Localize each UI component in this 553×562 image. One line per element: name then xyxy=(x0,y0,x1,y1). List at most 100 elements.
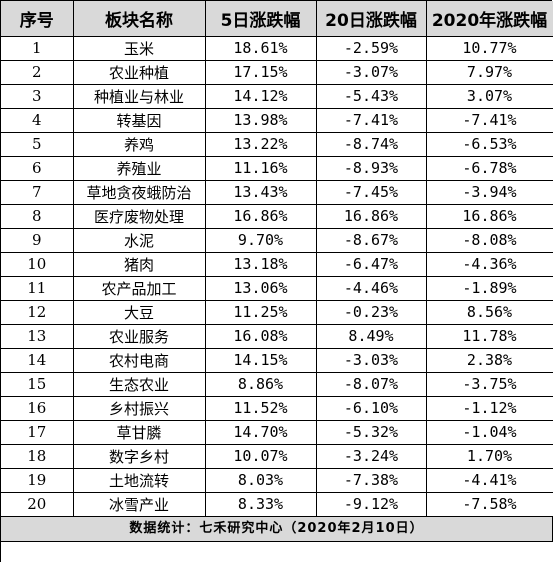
cell-5day-change[interactable]: 16.86% xyxy=(205,204,317,229)
cell-5day-change[interactable]: 11.16% xyxy=(205,156,317,181)
cell-5day-change[interactable]: 13.18% xyxy=(205,252,317,277)
cell-5day-change[interactable]: 13.98% xyxy=(205,108,317,133)
cell-sector-name[interactable]: 玉米 xyxy=(73,36,206,61)
cell-5day-change[interactable]: 13.43% xyxy=(205,180,317,205)
cell-sector-name[interactable]: 农产品加工 xyxy=(73,276,206,301)
cell-index[interactable]: 14 xyxy=(1,348,74,373)
cell-2020-change[interactable]: -7.41% xyxy=(426,108,553,133)
cell-20day-change[interactable]: -7.41% xyxy=(316,108,427,133)
cell-index[interactable]: 10 xyxy=(1,252,74,277)
cell-5day-change[interactable]: 11.52% xyxy=(205,396,317,421)
cell-20day-change[interactable]: -8.74% xyxy=(316,132,427,157)
cell-2020-change[interactable]: -3.94% xyxy=(426,180,553,205)
cell-index[interactable]: 13 xyxy=(1,324,74,349)
cell-sector-name[interactable]: 医疗废物处理 xyxy=(73,204,206,229)
cell-sector-name[interactable]: 冰雪产业 xyxy=(73,492,206,517)
cell-5day-change[interactable]: 8.33% xyxy=(205,492,317,517)
cell-sector-name[interactable]: 转基因 xyxy=(73,108,206,133)
cell-index[interactable]: 5 xyxy=(1,132,74,157)
cell-index[interactable]: 7 xyxy=(1,180,74,205)
cell-index[interactable]: 17 xyxy=(1,420,74,445)
cell-sector-name[interactable]: 养殖业 xyxy=(73,156,206,181)
cell-2020-change[interactable]: 8.56% xyxy=(426,300,553,325)
cell-2020-change[interactable]: -8.08% xyxy=(426,228,553,253)
cell-sector-name[interactable]: 种植业与林业 xyxy=(73,84,206,109)
cell-5day-change[interactable]: 14.70% xyxy=(205,420,317,445)
cell-5day-change[interactable]: 17.15% xyxy=(205,60,317,85)
cell-index[interactable]: 6 xyxy=(1,156,74,181)
cell-2020-change[interactable]: 7.97% xyxy=(426,60,553,85)
cell-sector-name[interactable]: 农业服务 xyxy=(73,324,206,349)
cell-20day-change[interactable]: -8.67% xyxy=(316,228,427,253)
cell-2020-change[interactable]: -3.75% xyxy=(426,372,553,397)
cell-20day-change[interactable]: -6.10% xyxy=(316,396,427,421)
cell-2020-change[interactable]: -6.53% xyxy=(426,132,553,157)
cell-20day-change[interactable]: -3.24% xyxy=(316,444,427,469)
cell-index[interactable]: 19 xyxy=(1,468,74,493)
cell-20day-change[interactable]: -4.46% xyxy=(316,276,427,301)
cell-index[interactable]: 8 xyxy=(1,204,74,229)
cell-2020-change[interactable]: -4.41% xyxy=(426,468,553,493)
cell-sector-name[interactable]: 农业种植 xyxy=(73,60,206,85)
cell-sector-name[interactable]: 草地贪夜蛾防治 xyxy=(73,180,206,205)
cell-index[interactable]: 9 xyxy=(1,228,74,253)
cell-index[interactable]: 1 xyxy=(1,36,74,61)
cell-2020-change[interactable]: -1.04% xyxy=(426,420,553,445)
cell-2020-change[interactable]: -1.12% xyxy=(426,396,553,421)
cell-20day-change[interactable]: 8.49% xyxy=(316,324,427,349)
cell-sector-name[interactable]: 大豆 xyxy=(73,300,206,325)
cell-5day-change[interactable]: 8.03% xyxy=(205,468,317,493)
cell-20day-change[interactable]: -9.12% xyxy=(316,492,427,517)
cell-5day-change[interactable]: 14.15% xyxy=(205,348,317,373)
cell-5day-change[interactable]: 14.12% xyxy=(205,84,317,109)
cell-5day-change[interactable]: 16.08% xyxy=(205,324,317,349)
cell-20day-change[interactable]: -7.38% xyxy=(316,468,427,493)
header-cell-index[interactable]: 序号 xyxy=(1,1,74,37)
cell-index[interactable]: 3 xyxy=(1,84,74,109)
cell-5day-change[interactable]: 13.06% xyxy=(205,276,317,301)
cell-20day-change[interactable]: -0.23% xyxy=(316,300,427,325)
cell-2020-change[interactable]: 2.38% xyxy=(426,348,553,373)
cell-20day-change[interactable]: -8.07% xyxy=(316,372,427,397)
cell-5day-change[interactable]: 11.25% xyxy=(205,300,317,325)
cell-sector-name[interactable]: 农村电商 xyxy=(73,348,206,373)
cell-2020-change[interactable]: 10.77% xyxy=(426,36,553,61)
cell-2020-change[interactable]: -1.89% xyxy=(426,276,553,301)
cell-index[interactable]: 18 xyxy=(1,444,74,469)
cell-20day-change[interactable]: -5.32% xyxy=(316,420,427,445)
cell-sector-name[interactable]: 草甘膦 xyxy=(73,420,206,445)
cell-index[interactable]: 16 xyxy=(1,396,74,421)
cell-20day-change[interactable]: 16.86% xyxy=(316,204,427,229)
cell-5day-change[interactable]: 18.61% xyxy=(205,36,317,61)
header-cell-sector-name[interactable]: 板块名称 xyxy=(73,1,206,37)
cell-20day-change[interactable]: -3.03% xyxy=(316,348,427,373)
cell-20day-change[interactable]: -5.43% xyxy=(316,84,427,109)
cell-20day-change[interactable]: -3.07% xyxy=(316,60,427,85)
cell-sector-name[interactable]: 土地流转 xyxy=(73,468,206,493)
cell-2020-change[interactable]: 1.70% xyxy=(426,444,553,469)
cell-2020-change[interactable]: 16.86% xyxy=(426,204,553,229)
cell-sector-name[interactable]: 猪肉 xyxy=(73,252,206,277)
cell-sector-name[interactable]: 乡村振兴 xyxy=(73,396,206,421)
cell-index[interactable]: 2 xyxy=(1,60,74,85)
cell-2020-change[interactable]: 11.78% xyxy=(426,324,553,349)
header-cell-5day-change[interactable]: 5日涨跌幅 xyxy=(205,1,317,37)
cell-20day-change[interactable]: -8.93% xyxy=(316,156,427,181)
cell-2020-change[interactable]: 3.07% xyxy=(426,84,553,109)
cell-index[interactable]: 11 xyxy=(1,276,74,301)
header-cell-20day-change[interactable]: 20日涨跌幅 xyxy=(316,1,427,37)
cell-sector-name[interactable]: 养鸡 xyxy=(73,132,206,157)
cell-20day-change[interactable]: -7.45% xyxy=(316,180,427,205)
cell-20day-change[interactable]: -6.47% xyxy=(316,252,427,277)
cell-sector-name[interactable]: 数字乡村 xyxy=(73,444,206,469)
cell-5day-change[interactable]: 10.07% xyxy=(205,444,317,469)
cell-sector-name[interactable]: 生态农业 xyxy=(73,372,206,397)
cell-index[interactable]: 4 xyxy=(1,108,74,133)
cell-2020-change[interactable]: -4.36% xyxy=(426,252,553,277)
cell-5day-change[interactable]: 9.70% xyxy=(205,228,317,253)
cell-index[interactable]: 20 xyxy=(1,492,74,517)
cell-sector-name[interactable]: 水泥 xyxy=(73,228,206,253)
header-cell-2020-change[interactable]: 2020年涨跌幅 xyxy=(426,1,553,37)
cell-index[interactable]: 12 xyxy=(1,300,74,325)
cell-20day-change[interactable]: -2.59% xyxy=(316,36,427,61)
